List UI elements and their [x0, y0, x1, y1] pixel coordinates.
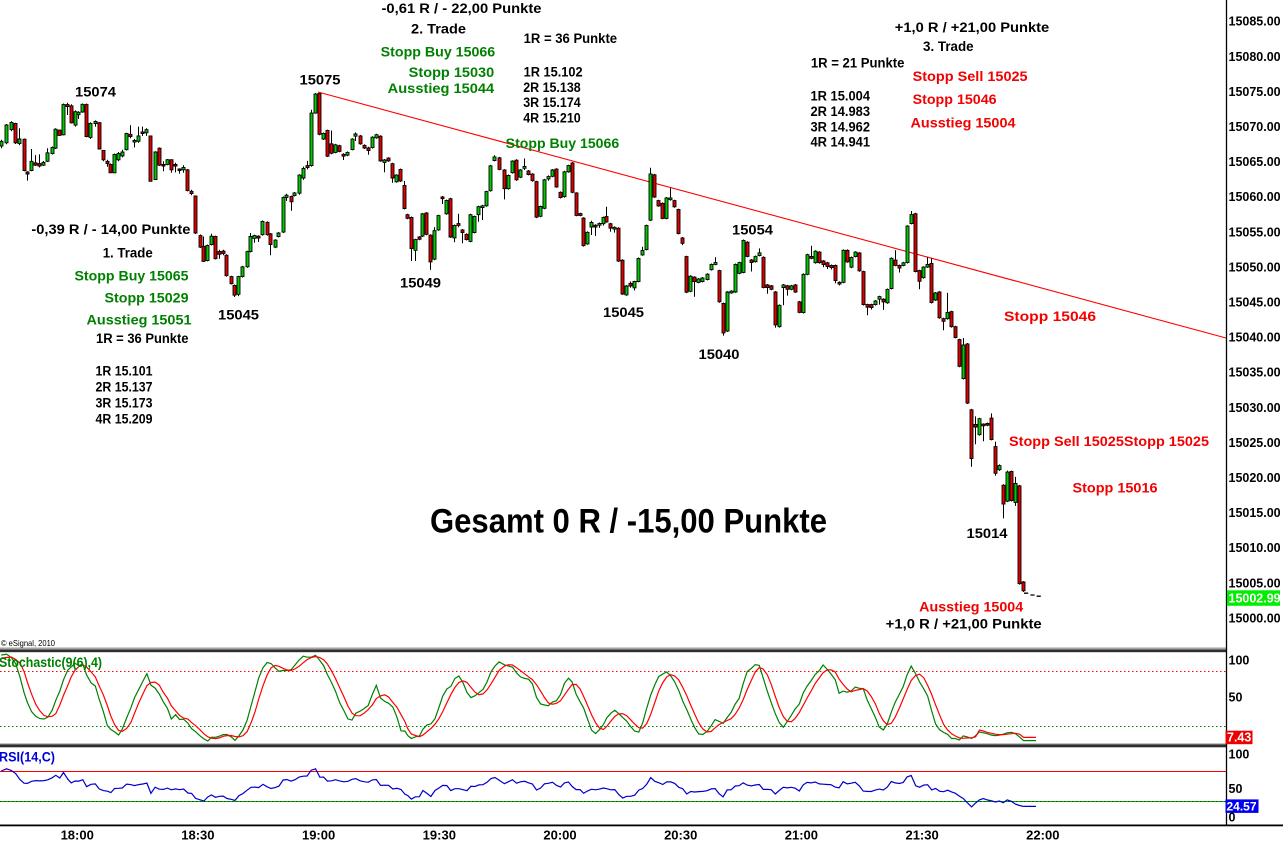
- svg-text:15035.00: 15035.00: [1229, 366, 1281, 380]
- svg-text:15080.00: 15080.00: [1229, 50, 1281, 64]
- svg-text:1R = 36 Punkte: 1R = 36 Punkte: [96, 331, 189, 346]
- svg-text:0: 0: [1229, 810, 1236, 824]
- svg-text:22:00: 22:00: [1026, 828, 1059, 843]
- svg-text:1R = 36 Punkte: 1R = 36 Punkte: [524, 31, 618, 46]
- svg-text:18:00: 18:00: [61, 828, 94, 843]
- svg-text:15055.00: 15055.00: [1229, 225, 1281, 239]
- svg-text:15020.00: 15020.00: [1229, 471, 1281, 485]
- svg-text:Stochastic(9(6),4): Stochastic(9(6),4): [0, 655, 102, 670]
- svg-text:20:30: 20:30: [664, 828, 697, 843]
- svg-text:3R 15.174: 3R 15.174: [523, 95, 581, 110]
- svg-text:15014: 15014: [967, 526, 1009, 541]
- svg-text:1R 15.004: 1R 15.004: [811, 88, 871, 103]
- svg-text:18:30: 18:30: [181, 828, 214, 843]
- svg-text:Stopp 15016: Stopp 15016: [1073, 480, 1159, 495]
- svg-text:Stopp Buy 15066: Stopp Buy 15066: [381, 45, 496, 60]
- svg-text:15030.00: 15030.00: [1229, 401, 1281, 415]
- svg-text:15005.00: 15005.00: [1229, 576, 1281, 590]
- svg-text:Ausstieg 15051: Ausstieg 15051: [87, 313, 193, 328]
- svg-text:-0,39 R / - 14,00 Punkte: -0,39 R / - 14,00 Punkte: [31, 222, 191, 237]
- svg-text:15002.99: 15002.99: [1229, 592, 1281, 606]
- svg-text:1R 15.101: 1R 15.101: [96, 363, 153, 378]
- svg-text:15075.00: 15075.00: [1229, 85, 1281, 99]
- svg-text:4R 14.941: 4R 14.941: [811, 135, 871, 150]
- svg-text:+1,0 R / +21,00 Punkte: +1,0 R / +21,00 Punkte: [886, 616, 1043, 631]
- svg-text:Stopp Buy 15065: Stopp Buy 15065: [75, 269, 190, 284]
- svg-text:Ausstieg 15004: Ausstieg 15004: [911, 116, 1017, 131]
- svg-text:2R 15.138: 2R 15.138: [523, 80, 581, 95]
- svg-text:Stopp 15046: Stopp 15046: [1004, 309, 1097, 324]
- svg-text:15075: 15075: [300, 73, 342, 88]
- svg-text:1. Trade: 1. Trade: [103, 246, 153, 261]
- svg-text:15074: 15074: [75, 85, 117, 100]
- svg-text:+1,0 R / +21,00 Punkte: +1,0 R / +21,00 Punkte: [895, 20, 1050, 35]
- svg-text:Stopp 15030: Stopp 15030: [409, 65, 495, 80]
- svg-text:15045: 15045: [603, 305, 645, 320]
- svg-text:4R 15.210: 4R 15.210: [523, 110, 581, 125]
- svg-text:15025.00: 15025.00: [1229, 436, 1281, 450]
- svg-text:15085.00: 15085.00: [1229, 15, 1281, 29]
- svg-text:4R 15.209: 4R 15.209: [96, 411, 153, 426]
- svg-text:Stopp Sell 15025: Stopp Sell 15025: [913, 69, 1029, 84]
- svg-text:1R = 21 Punkte: 1R = 21 Punkte: [811, 56, 905, 71]
- svg-text:15070.00: 15070.00: [1229, 120, 1281, 134]
- svg-text:50: 50: [1229, 691, 1243, 705]
- svg-text:3R 14.962: 3R 14.962: [811, 119, 871, 134]
- svg-text:2. Trade: 2. Trade: [411, 22, 467, 37]
- svg-text:15040.00: 15040.00: [1229, 331, 1281, 345]
- svg-text:RSI(14,C): RSI(14,C): [0, 749, 55, 764]
- svg-text:20:00: 20:00: [543, 828, 576, 843]
- svg-text:Stopp Sell 15025Stopp 15025: Stopp Sell 15025Stopp 15025: [1009, 434, 1210, 449]
- svg-text:2R 14.983: 2R 14.983: [811, 104, 871, 119]
- svg-text:19:30: 19:30: [423, 828, 456, 843]
- svg-text:100: 100: [1229, 747, 1250, 761]
- svg-text:3. Trade: 3. Trade: [923, 39, 974, 54]
- svg-text:21:30: 21:30: [905, 828, 938, 843]
- svg-text:Ausstieg 15004: Ausstieg 15004: [919, 600, 1024, 615]
- svg-text:50: 50: [1229, 782, 1243, 796]
- svg-text:Ausstieg 15044: Ausstieg 15044: [388, 81, 495, 96]
- svg-text:2R 15.137: 2R 15.137: [96, 380, 153, 395]
- svg-text:100: 100: [1229, 654, 1250, 668]
- svg-text:15015.00: 15015.00: [1229, 506, 1281, 520]
- svg-text:15050.00: 15050.00: [1229, 260, 1281, 274]
- svg-text:15065.00: 15065.00: [1229, 155, 1281, 169]
- svg-text:-0,61 R / - 22,00 Punkte: -0,61 R / - 22,00 Punkte: [382, 1, 543, 16]
- svg-text:15040: 15040: [699, 347, 740, 362]
- svg-text:24.57: 24.57: [1227, 799, 1257, 813]
- svg-text:1R 15.102: 1R 15.102: [524, 65, 583, 80]
- svg-text:Gesamt 0 R / -15,00 Punkte: Gesamt 0 R / -15,00 Punkte: [430, 503, 827, 541]
- svg-text:15000.00: 15000.00: [1229, 611, 1281, 625]
- svg-text:Stopp Buy 15066: Stopp Buy 15066: [506, 136, 620, 151]
- svg-text:15060.00: 15060.00: [1229, 190, 1281, 204]
- svg-text:21:00: 21:00: [785, 828, 818, 843]
- svg-text:Stopp 15029: Stopp 15029: [105, 291, 189, 306]
- svg-text:7.43: 7.43: [1227, 731, 1251, 745]
- svg-text:Stopp 15046: Stopp 15046: [913, 92, 998, 107]
- svg-text:19:00: 19:00: [302, 828, 335, 843]
- svg-text:15045: 15045: [218, 308, 260, 323]
- svg-text:15054: 15054: [732, 223, 774, 238]
- svg-text:3R 15.173: 3R 15.173: [96, 396, 153, 411]
- svg-text:15045.00: 15045.00: [1229, 296, 1281, 310]
- svg-text:15010.00: 15010.00: [1229, 541, 1281, 555]
- svg-text:© eSignal, 2010: © eSignal, 2010: [1, 638, 55, 648]
- svg-text:15049: 15049: [400, 276, 441, 291]
